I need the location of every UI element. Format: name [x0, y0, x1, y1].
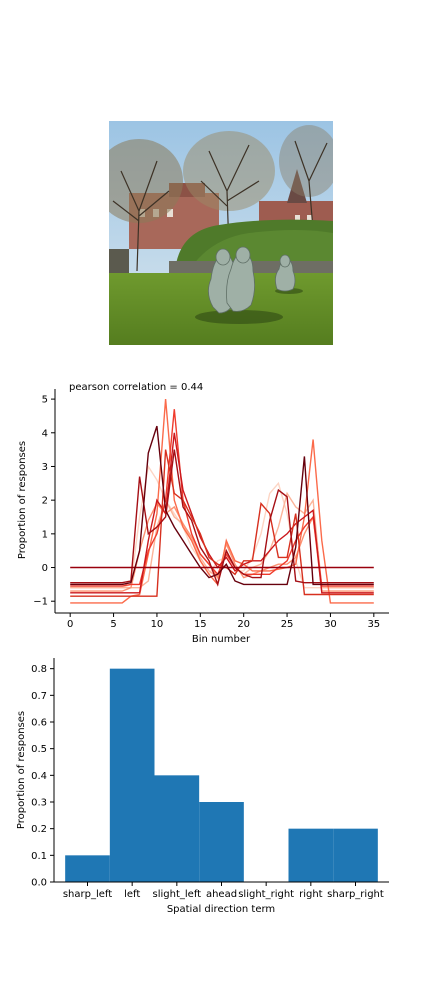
bar-sharp_left [65, 855, 110, 882]
bar-chart-ylabel: Proportion of responses [16, 711, 27, 829]
x-tick-label: 0 [67, 619, 73, 630]
x-tick-label: 20 [237, 619, 250, 630]
line-series-1 [70, 491, 374, 589]
bar-ahead [199, 802, 244, 882]
y-tick-label: 0 [42, 563, 48, 574]
bar-chart: sharp_left left slight_left ahead slight_rig… [16, 658, 389, 915]
line-series-9 [70, 425, 374, 586]
category-label-left: left [124, 889, 140, 900]
y-tick-label: 0.5 [31, 744, 47, 755]
y-tick-label: 2 [42, 496, 48, 507]
bar-chart-xlabel: Spatial direction term [167, 904, 275, 915]
line-series-3 [70, 399, 374, 604]
line-chart-title: pearson correlation = 0.44 [69, 382, 203, 393]
category-label-slight_right: slight_right [238, 889, 294, 900]
category-label-slight_left: slight_left [153, 889, 202, 900]
line-series-6 [70, 449, 374, 597]
line-chart-xlabel: Bin number [192, 634, 251, 645]
line-series-2 [70, 502, 374, 592]
x-tick-label: 10 [151, 619, 164, 630]
y-tick-label: 0.4 [31, 771, 47, 782]
y-tick-label: 1 [42, 529, 48, 540]
line-chart-series [70, 399, 374, 604]
x-tick-label: 15 [194, 619, 207, 630]
y-tick-label: 0.3 [31, 798, 47, 809]
x-tick-label: 25 [281, 619, 294, 630]
y-tick-label: 0.8 [31, 664, 47, 675]
x-tick-label: 30 [324, 619, 337, 630]
bar-right [288, 828, 334, 882]
line-series-5 [70, 432, 374, 594]
x-tick-label: 35 [367, 619, 380, 630]
y-tick-label: 0.6 [31, 718, 47, 729]
y-tick-label: −1 [33, 597, 48, 608]
scene-photo [109, 121, 333, 345]
y-tick-label: 4 [42, 428, 48, 439]
y-tick-label: 0.2 [31, 824, 47, 835]
category-label-sharp_right: sharp_right [327, 889, 384, 900]
bar-chart-axes: sharp_left left slight_left ahead slight_rig… [31, 658, 389, 900]
bar-slight_left [154, 775, 200, 882]
bar-left [109, 668, 155, 882]
line-chart: pearson correlation = 0.44 0 5 10 15 20 25 30 3… [17, 382, 389, 645]
y-tick-label: 3 [42, 462, 48, 473]
y-tick-label: 0.7 [31, 691, 47, 702]
x-tick-label: 5 [110, 619, 116, 630]
bar-sharp_right [333, 828, 378, 882]
category-label-right: right [299, 889, 323, 900]
y-tick-label: 0.0 [31, 878, 47, 889]
line-chart-axes: 0 5 10 15 20 25 30 35 −1 0 1 2 3 4 5 [33, 389, 389, 630]
line-chart-ylabel: Proportion of responses [17, 441, 28, 559]
scene-photo-drawing [109, 121, 333, 345]
category-label-ahead: ahead [206, 889, 237, 900]
y-tick-label: 5 [42, 395, 48, 406]
category-label-sharp_left: sharp_left [63, 889, 112, 900]
bar-chart-bars [65, 668, 378, 882]
y-tick-label: 0.1 [31, 851, 47, 862]
line-series-4 [70, 409, 374, 587]
